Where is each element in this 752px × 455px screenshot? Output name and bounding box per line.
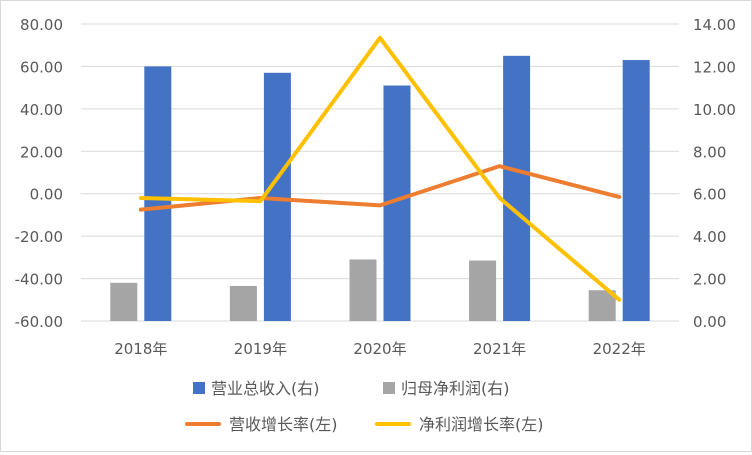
legend-item: 净利润增长率(左) (375, 415, 544, 434)
bar-series (110, 55, 650, 322)
x-axis-tick-label: 2018年 (114, 340, 167, 358)
right-axis-tick-label: 14.00 (693, 16, 736, 34)
right-axis-tick-label: 10.00 (693, 101, 736, 119)
bar-revenue (503, 55, 531, 321)
bar-revenue (622, 60, 650, 322)
right-axis-tick-label: 8.00 (693, 143, 726, 161)
legend-item: 归母净利润(右) (383, 379, 510, 398)
legend-item: 营业总收入(右) (193, 379, 320, 398)
right-axis-tick-label: 0.00 (693, 313, 726, 331)
left-axis-tick-label: -20.00 (15, 228, 63, 246)
x-axis-tick-label: 2020年 (353, 340, 406, 358)
legend: 营业总收入(右) 归母净利润(右) 营收增长率(左) 净利润增长率(左) (185, 379, 544, 434)
legend-label: 营业总收入(右) (211, 379, 320, 398)
left-axis-tick-label: -60.00 (15, 313, 63, 331)
legend-label: 归母净利润(右) (401, 379, 510, 398)
legend-item: 营收增长率(左) (185, 415, 338, 434)
legend-label: 净利润增长率(左) (419, 415, 544, 434)
right-axis-tick-label: 12.00 (693, 58, 736, 76)
left-axis-tick-label: 20.00 (20, 143, 63, 161)
bar-revenue (144, 66, 172, 321)
left-axis-tick-label: -40.00 (15, 271, 63, 289)
axes: -60.00 -40.00 -20.00 0.00 20.00 40.00 60.00 80.… (15, 16, 736, 358)
left-axis-tick-label: 60.00 (20, 58, 63, 76)
x-axis-tick-label: 2019年 (234, 340, 287, 358)
line-profit-growth (138, 35, 622, 302)
right-axis-tick-label: 2.00 (693, 271, 726, 289)
x-axis-tick-label: 2022年 (593, 340, 646, 358)
bar-net-profit (229, 285, 257, 321)
left-axis-tick-label: 0.00 (30, 186, 63, 204)
line-series (138, 35, 622, 302)
legend-swatch (193, 382, 205, 394)
right-axis-tick-label: 6.00 (693, 186, 726, 204)
bar-net-profit (349, 259, 377, 321)
legend-label: 营收增长率(左) (229, 415, 338, 434)
left-axis-tick-label: 40.00 (20, 101, 63, 119)
legend-swatch (383, 382, 395, 394)
gridlines (81, 23, 679, 322)
x-axis-tick-label: 2021年 (473, 340, 526, 358)
left-axis-tick-label: 80.00 (20, 16, 63, 34)
right-axis-tick-label: 4.00 (693, 228, 726, 246)
bar-net-profit (469, 260, 497, 321)
bar-net-profit (110, 282, 138, 321)
line-revenue-growth (138, 164, 622, 212)
